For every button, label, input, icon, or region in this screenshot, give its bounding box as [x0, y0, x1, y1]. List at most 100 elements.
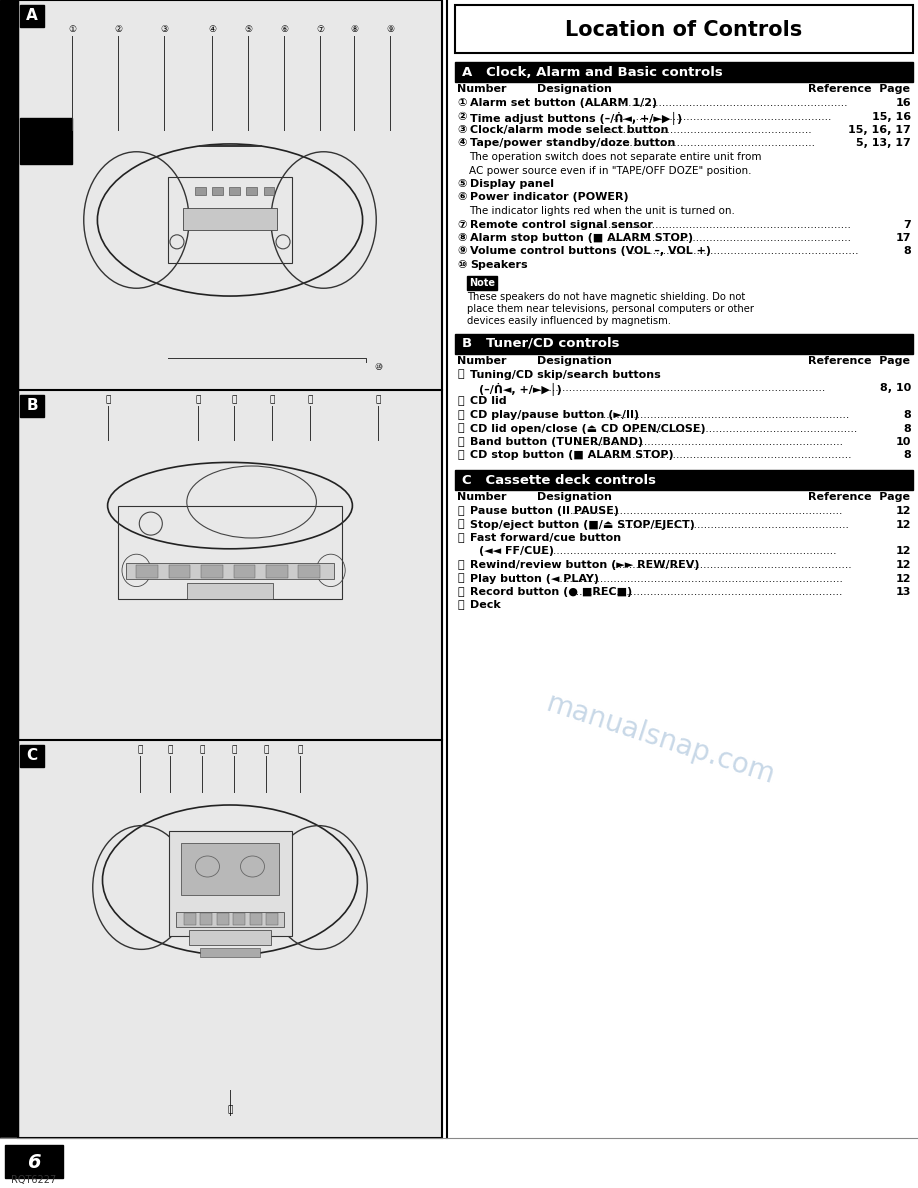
- Bar: [266, 564, 287, 577]
- Text: ⑩: ⑩: [374, 364, 382, 373]
- Bar: [246, 188, 257, 195]
- Text: 7: 7: [903, 220, 911, 229]
- Text: place them near televisions, personal computers or other: place them near televisions, personal co…: [467, 303, 754, 314]
- Text: ⑭: ⑭: [269, 396, 274, 404]
- Bar: [20, 745, 44, 767]
- Text: ⑦: ⑦: [316, 25, 324, 34]
- Text: Play button (◄ PLAY): Play button (◄ PLAY): [470, 574, 599, 583]
- Text: B: B: [27, 398, 38, 413]
- Text: Deck: Deck: [470, 600, 500, 611]
- Bar: [137, 564, 158, 577]
- Text: ⑥: ⑥: [457, 192, 466, 202]
- Bar: [181, 842, 279, 895]
- Bar: [20, 5, 44, 27]
- Text: ......................................................................: ........................................…: [621, 423, 857, 434]
- Text: A: A: [26, 8, 38, 24]
- Text: 15, 16: 15, 16: [872, 112, 911, 121]
- Text: ①: ①: [68, 25, 76, 34]
- Text: Designation: Designation: [537, 84, 612, 94]
- Text: ⑪: ⑪: [106, 396, 111, 404]
- Text: Display panel: Display panel: [470, 179, 554, 189]
- Text: Clock/alarm mode select button: Clock/alarm mode select button: [470, 125, 668, 135]
- Text: 5, 13, 17: 5, 13, 17: [856, 139, 911, 148]
- Text: ③: ③: [160, 25, 168, 34]
- Text: A   Clock, Alarm and Basic controls: A Clock, Alarm and Basic controls: [462, 65, 722, 78]
- Bar: [184, 914, 196, 925]
- Text: ⑮: ⑮: [457, 437, 464, 447]
- Text: Before use: Before use: [4, 347, 14, 413]
- Bar: [169, 564, 190, 577]
- Text: .............................................................................: ........................................…: [591, 220, 851, 229]
- Text: 10: 10: [896, 437, 911, 447]
- Bar: [189, 930, 271, 946]
- Bar: [467, 276, 497, 290]
- Text: ⑳: ⑳: [231, 746, 237, 754]
- Text: 12: 12: [895, 574, 911, 583]
- Bar: [200, 948, 260, 956]
- Bar: [18, 0, 442, 1138]
- Text: ⑭: ⑭: [457, 423, 464, 434]
- Text: Ⓐ: Ⓐ: [457, 574, 464, 583]
- Text: ..............................................................................: ........................................…: [588, 410, 850, 421]
- Text: Pause button (II PAUSE): Pause button (II PAUSE): [470, 506, 619, 516]
- Text: ...............................................................: ........................................…: [600, 125, 812, 135]
- Text: Note: Note: [469, 278, 495, 287]
- Text: ②: ②: [114, 25, 122, 34]
- Text: ................................................................................: ........................................…: [536, 383, 826, 393]
- Text: CD lid: CD lid: [470, 397, 507, 406]
- Bar: [263, 188, 274, 195]
- Text: ⑩: ⑩: [457, 260, 466, 270]
- Bar: [195, 188, 206, 195]
- Bar: [20, 394, 44, 417]
- Text: Designation: Designation: [537, 355, 612, 366]
- Text: 12: 12: [895, 519, 911, 530]
- Text: Fast forward/cue button: Fast forward/cue button: [470, 533, 621, 543]
- Text: ⑦: ⑦: [457, 220, 466, 229]
- Text: .......................................................................: ........................................…: [613, 560, 853, 570]
- Bar: [201, 564, 223, 577]
- Text: ⑥: ⑥: [280, 25, 288, 34]
- Text: 16: 16: [895, 97, 911, 108]
- Text: Ⓒ: Ⓒ: [457, 600, 464, 611]
- Text: Time adjust buttons (–/ᑏ◄, +/►▶│): Time adjust buttons (–/ᑏ◄, +/►▶│): [470, 112, 682, 125]
- Text: CD play/pause button (►/II): CD play/pause button (►/II): [470, 410, 639, 421]
- Text: ⑤: ⑤: [457, 179, 466, 189]
- Text: Reference  Page: Reference Page: [808, 84, 910, 94]
- Bar: [118, 506, 341, 599]
- Text: Rewind/review button (►► REW/REV): Rewind/review button (►► REW/REV): [470, 560, 700, 570]
- Text: 8: 8: [903, 246, 911, 257]
- Text: 6: 6: [28, 1152, 40, 1171]
- Bar: [0, 0, 18, 1138]
- Text: .....................................................................: ........................................…: [617, 519, 850, 530]
- Text: ④: ④: [208, 25, 216, 34]
- Text: ④: ④: [457, 139, 466, 148]
- Text: C: C: [27, 748, 38, 764]
- Bar: [184, 208, 277, 230]
- Text: These speakers do not have magnetic shielding. Do not: These speakers do not have magnetic shie…: [467, 291, 745, 302]
- Text: B   Tuner/CD controls: B Tuner/CD controls: [462, 337, 620, 350]
- Bar: [250, 914, 262, 925]
- Text: Location of Controls: Location of Controls: [565, 20, 802, 40]
- Bar: [126, 563, 334, 579]
- Bar: [217, 914, 229, 925]
- Text: 8: 8: [903, 423, 911, 434]
- Text: 13: 13: [896, 587, 911, 598]
- Text: 12: 12: [895, 560, 911, 570]
- Text: CD lid open/close (⏏ CD OPEN/CLOSE): CD lid open/close (⏏ CD OPEN/CLOSE): [470, 423, 706, 434]
- Text: ............................................................................: ........................................…: [596, 450, 852, 461]
- Text: Alarm stop button (■ ALARM STOP): Alarm stop button (■ ALARM STOP): [470, 233, 693, 244]
- Text: Alarm set button (ALARM 1/2): Alarm set button (ALARM 1/2): [470, 97, 657, 108]
- Text: ⑲: ⑲: [457, 533, 464, 543]
- Text: 12: 12: [895, 546, 911, 556]
- Text: 8: 8: [903, 450, 911, 461]
- Text: Number: Number: [457, 84, 507, 94]
- Bar: [176, 911, 284, 927]
- Text: Reference  Page: Reference Page: [808, 355, 910, 366]
- Bar: [233, 564, 255, 577]
- Bar: [455, 5, 913, 53]
- Text: ⑯: ⑯: [457, 450, 464, 461]
- Text: Tape/power standby/doze button: Tape/power standby/doze button: [470, 139, 676, 148]
- Text: Ⓑ: Ⓑ: [457, 587, 464, 598]
- Bar: [5, 1145, 63, 1178]
- Text: Ⓐ: Ⓐ: [263, 746, 269, 754]
